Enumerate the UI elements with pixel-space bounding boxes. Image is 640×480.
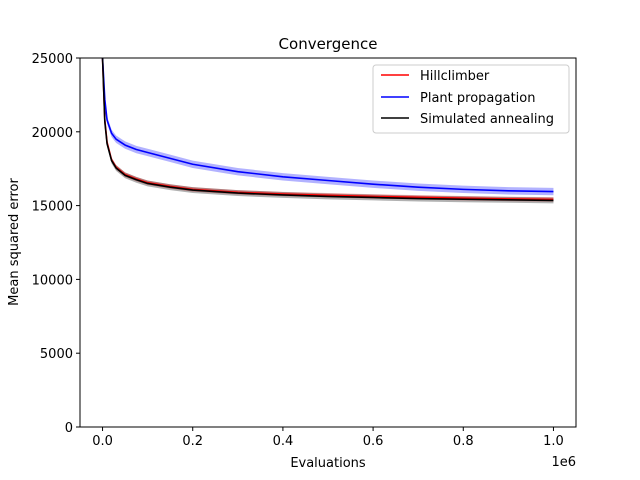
legend-label-hillclimber: Hillclimber xyxy=(420,69,490,84)
y-tick-label: 0 xyxy=(65,421,73,436)
legend-box xyxy=(372,64,570,134)
x-tick-label: 0.8 xyxy=(453,434,474,449)
y-tick-label: 5000 xyxy=(40,347,73,362)
line-plant-propagation xyxy=(101,57,554,193)
line-simulated-annealing xyxy=(101,57,554,202)
x-axis-offset-label: 1e6 xyxy=(551,455,576,470)
x-tick-label: 0.0 xyxy=(92,434,113,449)
legend-label-plant-propagation: Plant propagation xyxy=(420,91,536,106)
y-axis-label: Mean squared error xyxy=(7,178,22,306)
x-tick-label: 0.4 xyxy=(273,434,294,449)
y-tick-label: 25000 xyxy=(32,52,73,67)
y-axis-ticks: 0 5000 10000 15000 20000 25000 xyxy=(32,52,80,436)
y-tick-label: 15000 xyxy=(32,200,73,215)
legend: Hillclimber Plant propagation Simulated … xyxy=(372,64,570,134)
x-tick-label: 0.2 xyxy=(182,434,203,449)
plot-frame xyxy=(79,57,577,428)
chart-title: Convergence xyxy=(279,35,378,53)
x-tick-label: 1.0 xyxy=(543,434,564,449)
y-tick-label: 20000 xyxy=(32,126,73,141)
series-lines xyxy=(101,57,554,202)
x-axis-label: Evaluations xyxy=(290,456,366,471)
y-tick-label: 10000 xyxy=(32,273,73,288)
x-axis-ticks: 0.0 0.2 0.4 0.6 0.8 1.0 xyxy=(92,427,564,449)
x-tick-label: 0.6 xyxy=(363,434,384,449)
legend-label-simulated-annealing: Simulated annealing xyxy=(420,112,554,127)
